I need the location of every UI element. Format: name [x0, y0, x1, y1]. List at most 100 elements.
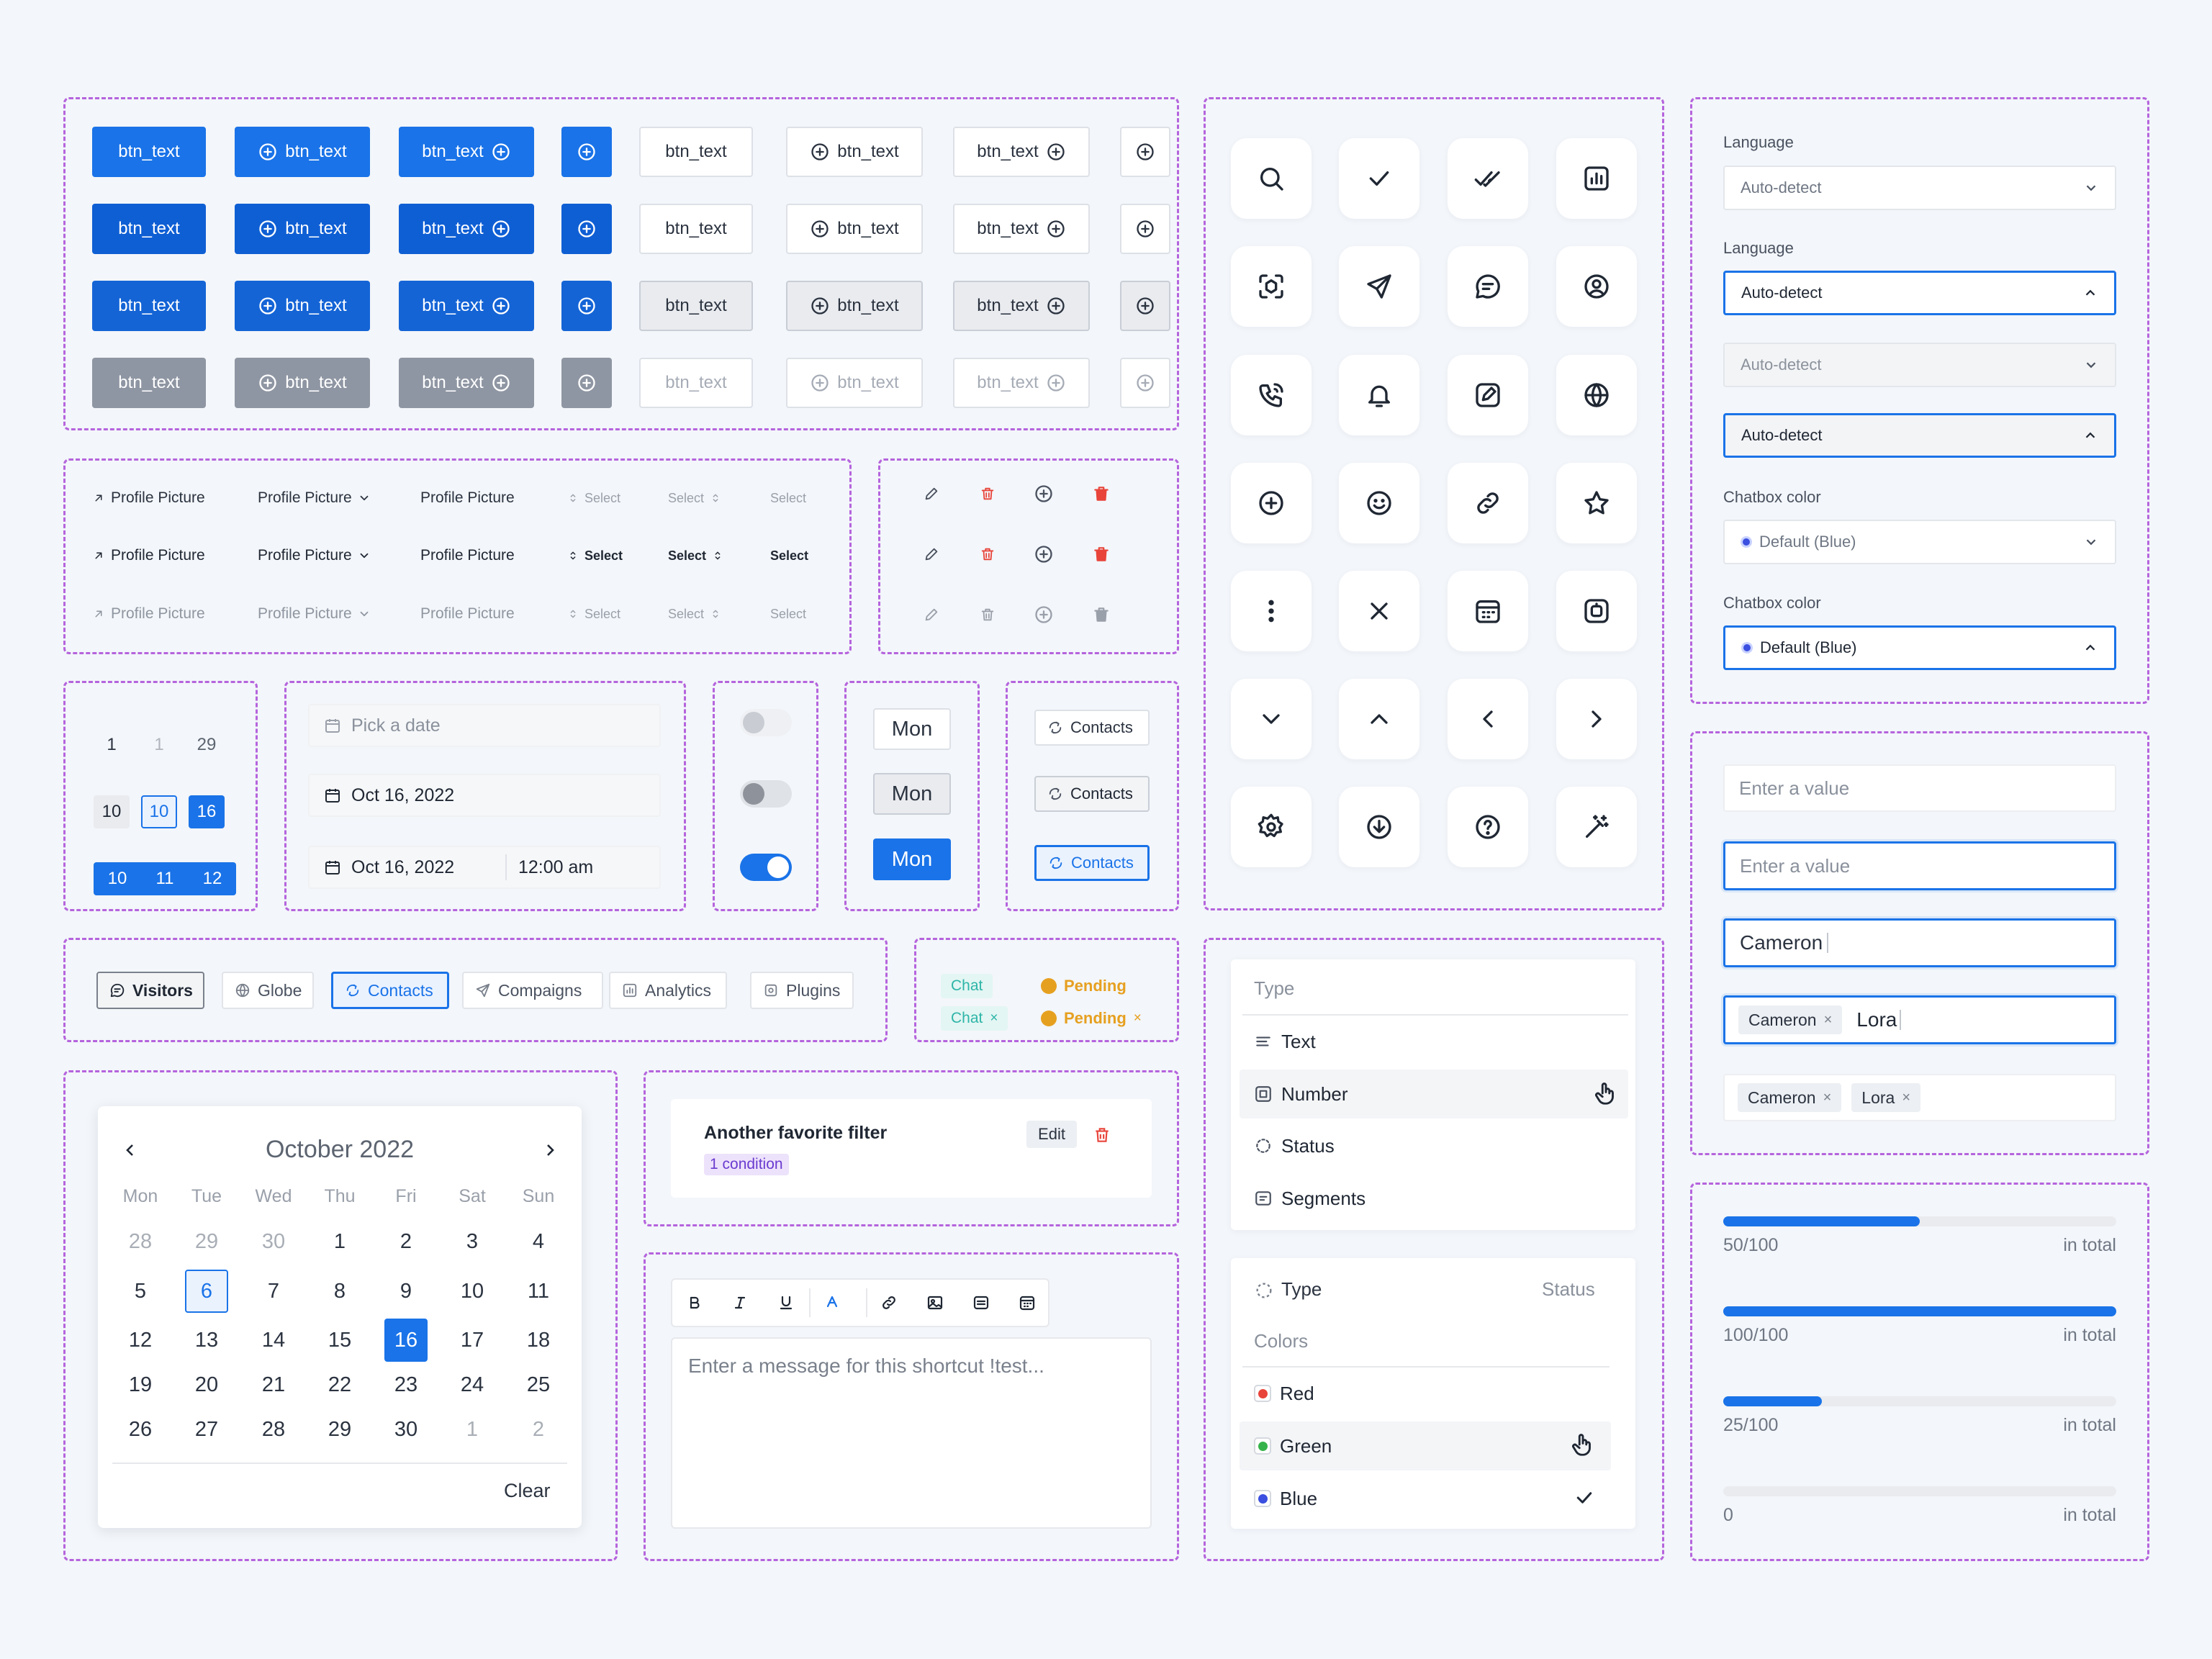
date-time-input[interactable]: Oct 16, 2022 12:00 am: [308, 846, 661, 889]
calendar-day[interactable]: 18: [526, 1328, 551, 1352]
link-icon-button[interactable]: [1448, 463, 1528, 543]
calendar-day[interactable]: 16: [384, 1319, 428, 1362]
gear-icon-button[interactable]: [1231, 787, 1312, 867]
select-plain[interactable]: Select: [770, 488, 806, 508]
secondary-text-button[interactable]: btn_text: [639, 281, 753, 331]
bell-icon-button[interactable]: [1339, 355, 1419, 435]
calendar-day[interactable]: 28: [261, 1417, 286, 1441]
number-chip[interactable]: 12: [189, 862, 236, 895]
double-check-icon-button[interactable]: [1448, 138, 1528, 219]
chatbox-color-select[interactable]: Default (Blue): [1723, 520, 2116, 564]
primary-icon-button[interactable]: [561, 127, 612, 177]
calendar-day[interactable]: 26: [128, 1417, 153, 1441]
download-icon-button[interactable]: [1339, 787, 1419, 867]
calendar-day[interactable]: 17: [460, 1328, 484, 1352]
secondary-text-button[interactable]: btn_text: [639, 127, 753, 177]
toggle-off[interactable]: [740, 780, 792, 808]
secondary-icon-right-button[interactable]: btn_text: [953, 127, 1090, 177]
pick-date-input[interactable]: Pick a date: [308, 704, 661, 747]
calendar-day[interactable]: 19: [128, 1373, 153, 1396]
tab-plugins[interactable]: Plugins: [750, 972, 854, 1009]
secondary-icon-left-button[interactable]: btn_text: [786, 127, 923, 177]
chatbox-color-select-open[interactable]: Default (Blue): [1723, 625, 2116, 670]
tab-visitors[interactable]: Visitors: [96, 972, 204, 1009]
tag-input[interactable]: Cameron × Lora ×: [1723, 1074, 2116, 1121]
primary-icon-left-button[interactable]: btn_text: [235, 281, 370, 331]
calendar-day[interactable]: 1: [333, 1229, 346, 1253]
chevron-down-icon-button[interactable]: [1231, 679, 1312, 759]
calendar-day[interactable]: 10: [460, 1279, 484, 1303]
number-chip[interactable]: 10: [94, 795, 130, 828]
font-color-icon[interactable]: [816, 1287, 848, 1319]
user-circle-icon-button[interactable]: [1556, 246, 1637, 327]
select-left-icon[interactable]: Select: [567, 546, 623, 566]
calendar-day[interactable]: 13: [194, 1328, 219, 1352]
calendar-day[interactable]: 21: [261, 1373, 286, 1396]
secondary-icon-right-button[interactable]: btn_text: [953, 281, 1090, 331]
number-chip[interactable]: 11: [141, 862, 189, 895]
type-menu-item[interactable]: Segments: [1254, 1185, 1365, 1211]
calendar-clear-button[interactable]: Clear: [504, 1480, 551, 1501]
chevron-up-icon-button[interactable]: [1339, 679, 1419, 759]
tab-analytics[interactable]: Analytics: [609, 972, 727, 1009]
colors-menu-item[interactable]: Green: [1254, 1433, 1332, 1459]
type-menu-item[interactable]: Status: [1254, 1133, 1335, 1159]
select-right-icon[interactable]: Select: [668, 488, 721, 508]
secondary-icon-button[interactable]: [1120, 281, 1170, 331]
secondary-icon-left-button[interactable]: btn_text: [786, 204, 923, 254]
tab-contacts[interactable]: Contacts: [331, 972, 449, 1009]
primary-text-button[interactable]: btn_text: [92, 281, 206, 331]
magic-wand-icon-button[interactable]: [1556, 787, 1637, 867]
italic-icon[interactable]: [724, 1287, 756, 1319]
calendar-day[interactable]: 29: [194, 1229, 219, 1253]
send-icon-button[interactable]: [1339, 246, 1419, 327]
calendar-day[interactable]: 5: [134, 1279, 147, 1303]
profile-picture-link[interactable]: Profile Picture: [92, 488, 205, 508]
secondary-icon-button[interactable]: [1120, 127, 1170, 177]
calendar-day[interactable]: 11: [527, 1279, 550, 1303]
value-input-filled[interactable]: Cameron: [1723, 918, 2116, 967]
chat-icon-button[interactable]: [1448, 246, 1528, 327]
filter-edit-button[interactable]: Edit: [1026, 1121, 1077, 1148]
plus-circle-icon[interactable]: [1031, 482, 1056, 506]
editor-textarea[interactable]: [671, 1337, 1152, 1529]
trash-filled-icon[interactable]: [1089, 482, 1114, 506]
chevron-left-icon-button[interactable]: [1448, 679, 1528, 759]
pencil-icon[interactable]: [919, 542, 944, 566]
profile-picture-dropdown[interactable]: Profile Picture: [258, 546, 371, 566]
calendar-day[interactable]: 23: [394, 1373, 418, 1396]
type-menu-item[interactable]: Number: [1254, 1081, 1347, 1107]
underline-icon[interactable]: [770, 1287, 802, 1319]
primary-text-button[interactable]: btn_text: [92, 127, 206, 177]
close-icon-button[interactable]: [1339, 571, 1419, 651]
search-icon-button[interactable]: [1231, 138, 1312, 219]
language-select[interactable]: Auto-detect: [1723, 166, 2116, 210]
copy-icon-button[interactable]: [1556, 571, 1637, 651]
select-right-icon[interactable]: Select: [668, 546, 723, 566]
calendar-day[interactable]: 24: [460, 1373, 484, 1396]
secondary-text-button[interactable]: btn_text: [639, 204, 753, 254]
calendar-day[interactable]: 8: [333, 1279, 346, 1303]
tag-input-focused[interactable]: Cameron × Lora: [1723, 995, 2116, 1044]
primary-text-button[interactable]: btn_text: [92, 204, 206, 254]
primary-icon-left-button[interactable]: btn_text: [235, 127, 370, 177]
calendar-day[interactable]: 1: [466, 1417, 479, 1441]
chevron-right-icon[interactable]: [536, 1136, 564, 1165]
profile-picture-text[interactable]: Profile Picture: [420, 546, 515, 566]
colors-menu-item[interactable]: Red: [1254, 1380, 1314, 1406]
bold-icon[interactable]: [679, 1287, 710, 1319]
calendar-day[interactable]: 29: [328, 1417, 352, 1441]
check-icon-button[interactable]: [1339, 138, 1419, 219]
mon-button-active[interactable]: Mon: [873, 838, 951, 880]
contacts-button[interactable]: Contacts: [1034, 776, 1150, 812]
select-left-icon[interactable]: Select: [567, 488, 620, 508]
image-icon[interactable]: [919, 1287, 951, 1319]
phone-call-icon-button[interactable]: [1231, 355, 1312, 435]
primary-icon-left-button[interactable]: btn_text: [235, 204, 370, 254]
globe-icon-button[interactable]: [1556, 355, 1637, 435]
secondary-icon-button[interactable]: [1120, 204, 1170, 254]
secondary-icon-right-button[interactable]: btn_text: [953, 204, 1090, 254]
close-icon[interactable]: ×: [1823, 1089, 1832, 1106]
contacts-button[interactable]: Contacts: [1034, 710, 1150, 746]
primary-icon-button[interactable]: [561, 281, 612, 331]
